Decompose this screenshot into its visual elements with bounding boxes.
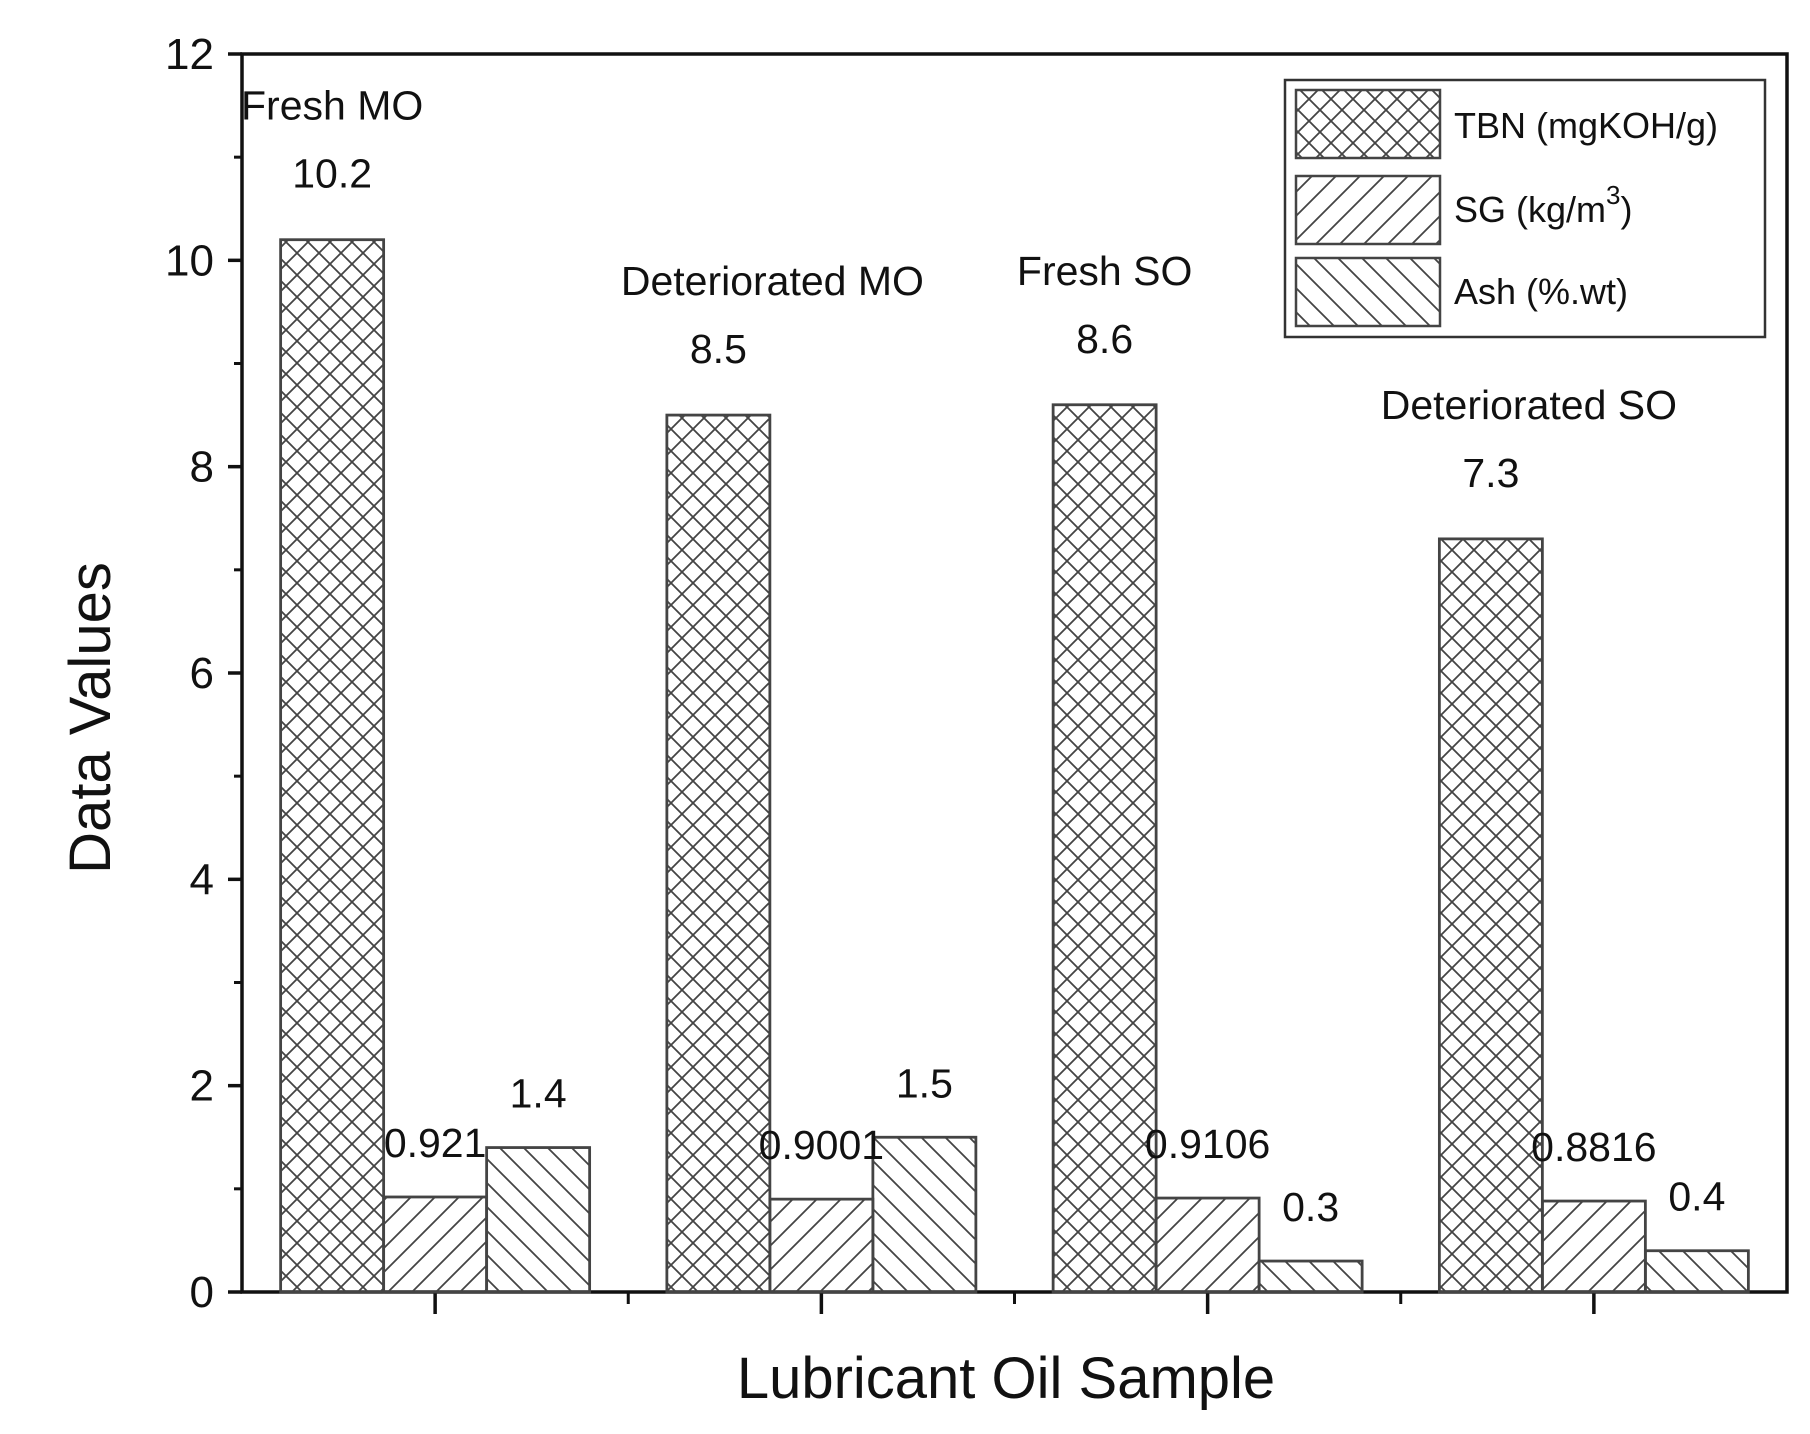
data-label-tbn-1: 8.5 <box>690 326 747 372</box>
bars <box>279 238 1750 1294</box>
category-label-0: Fresh MO <box>241 83 423 129</box>
y-tick-label: 10 <box>165 236 214 285</box>
bar-tbn-3 <box>1437 537 1544 1294</box>
data-label-ash-1: 1.5 <box>896 1060 953 1106</box>
bar-ash-3 <box>1643 1249 1750 1294</box>
y-tick-label: 2 <box>190 1062 214 1111</box>
legend-label-ash: Ash (%.wt) <box>1454 271 1628 312</box>
category-label-3: Deteriorated SO <box>1381 382 1677 428</box>
data-label-sg-3: 0.8816 <box>1531 1124 1656 1170</box>
legend-swatch-sg <box>1294 174 1442 246</box>
bar-sg-2 <box>1154 1196 1261 1294</box>
bar-tbn-0 <box>279 238 386 1294</box>
x-axis-title: Lubricant Oil Sample <box>737 1346 1275 1411</box>
data-label-sg-0: 0.921 <box>384 1120 487 1166</box>
legend-label-tbn: TBN (mgKOH/g) <box>1454 105 1718 146</box>
legend-entry-tbn: TBN (mgKOH/g) <box>1294 88 1718 160</box>
y-tick-label: 6 <box>190 649 214 698</box>
bar-tbn-1 <box>665 413 772 1294</box>
data-label-sg-2: 0.9106 <box>1145 1121 1270 1167</box>
category-label-2: Fresh SO <box>1017 248 1192 294</box>
legend-label-sg-suffix: ) <box>1620 189 1632 230</box>
bar-tbn-2 <box>1051 403 1158 1294</box>
legend-label-sg: SG (kg/m3) <box>1454 180 1632 230</box>
legend-entry-ash: Ash (%.wt) <box>1294 256 1628 328</box>
bar-sg-1 <box>768 1197 875 1294</box>
legend-swatch-ash <box>1294 256 1442 328</box>
y-tick-label: 8 <box>190 443 214 492</box>
data-label-tbn-0: 10.2 <box>292 151 372 197</box>
data-label-tbn-2: 8.6 <box>1076 316 1133 362</box>
data-label-ash-2: 0.3 <box>1282 1184 1339 1230</box>
bar-sg-3 <box>1540 1199 1647 1294</box>
category-label-1: Deteriorated MO <box>621 258 924 304</box>
bar-sg-0 <box>382 1195 489 1294</box>
data-label-ash-3: 0.4 <box>1668 1174 1725 1220</box>
bar-ash-2 <box>1257 1259 1364 1294</box>
y-tick-label: 4 <box>190 855 214 904</box>
data-label-ash-0: 1.4 <box>510 1071 567 1117</box>
data-label-tbn-3: 7.3 <box>1462 450 1519 496</box>
y-tick-label: 0 <box>190 1268 214 1317</box>
bar-ash-1 <box>871 1135 978 1294</box>
data-labels: 10.2 0.921 1.4 Fresh MO 8.5 0.9001 1.5 Deterior… <box>241 83 1725 1230</box>
legend-entry-sg: SG (kg/m3) <box>1294 174 1632 246</box>
legend-label-sg-superscript: 3 <box>1606 180 1620 210</box>
bar-ash-0 <box>485 1146 592 1294</box>
legend: TBN (mgKOH/g) SG (kg/m3) Ash (%.wt) <box>1283 78 1767 339</box>
y-axis-title: Data Values <box>58 562 123 874</box>
data-label-sg-1: 0.9001 <box>759 1122 884 1168</box>
legend-swatch-tbn <box>1294 88 1442 160</box>
legend-label-sg-main: SG (kg/m <box>1454 189 1606 230</box>
y-tick-label: 12 <box>165 30 214 79</box>
axes: 0 2 4 6 8 10 12 <box>165 30 1789 1317</box>
